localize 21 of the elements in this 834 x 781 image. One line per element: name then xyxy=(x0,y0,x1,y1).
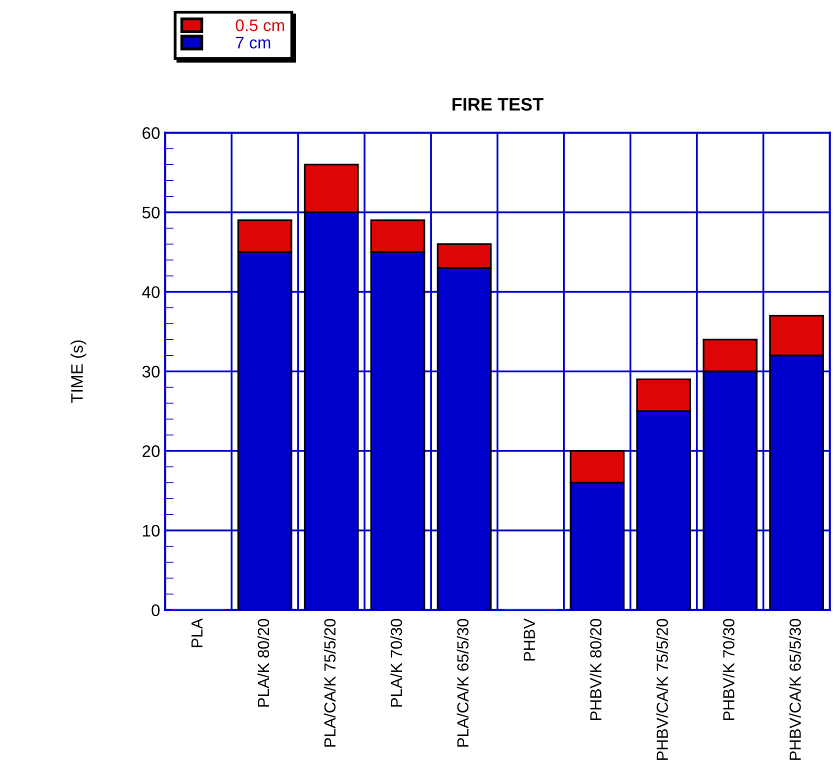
x-tick-label: PHBV xyxy=(524,618,535,660)
x-tick-label: PLA/CA/K 75/5/20 xyxy=(324,618,336,747)
x-tick-label: PHBV/K 80/20 xyxy=(590,618,602,720)
y-axis-title: TIME (s) xyxy=(70,340,86,403)
y-tick-label: 50 xyxy=(142,206,160,219)
y-tick-label: 40 xyxy=(142,286,160,298)
legend-label: 0.5 cm xyxy=(236,19,284,32)
x-tick-label: PHBV/CA/K 75/5/20 xyxy=(656,618,668,760)
y-tick-label: 10 xyxy=(143,524,160,537)
x-tick-label: PLA/K 70/30 xyxy=(390,618,402,707)
x-tick-label: PHBV/K 70/30 xyxy=(722,618,734,720)
x-tick-label: PLA xyxy=(192,618,202,648)
y-tick-label: 60 xyxy=(142,127,160,139)
chart-title: FIRE TEST xyxy=(452,98,544,111)
x-tick-label: PLA/CA/K 65/5/30 xyxy=(456,618,469,747)
y-tick-label: 20 xyxy=(142,445,160,458)
x-tick-label: PLA/K 80/20 xyxy=(257,618,270,707)
y-tick-label: 0 xyxy=(152,604,160,616)
legend-label: 7 cm xyxy=(236,36,270,49)
x-tick-label: PHBV/CA/K 65/5/30 xyxy=(789,618,801,760)
y-tick-label: 30 xyxy=(142,366,160,378)
